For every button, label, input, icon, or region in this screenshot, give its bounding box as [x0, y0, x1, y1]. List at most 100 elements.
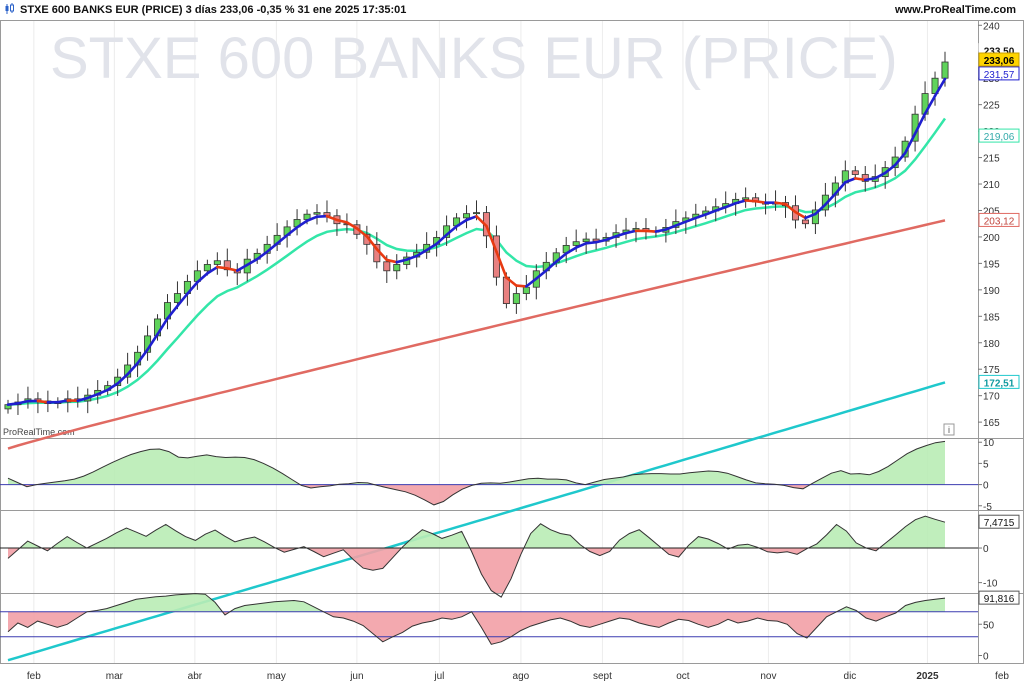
ema-fast-segment — [425, 242, 438, 252]
candle — [393, 254, 401, 280]
ema-fast-segment — [116, 372, 129, 385]
oscillator-1-tick-label: 5 — [983, 459, 989, 470]
ema-fast-segment — [106, 382, 119, 392]
ema-fast-segment — [235, 263, 249, 272]
ema-fast-segment — [445, 225, 458, 237]
chart-watermark: STXE 600 BANKS EUR (PRICE) — [50, 26, 898, 91]
ema-fast-segment — [804, 212, 817, 220]
svg-text:233,50: 233,50 — [984, 47, 1015, 58]
ema-fast-segment — [136, 348, 149, 365]
ema-fast-segment — [564, 246, 578, 255]
svg-text:i: i — [948, 425, 950, 435]
candle — [313, 204, 321, 225]
oscillator-1-tick-label: 10 — [983, 438, 995, 449]
ema-fast-segment — [186, 280, 199, 295]
ema-fast-segment — [16, 399, 30, 405]
oscillator-1-tick-label: 0 — [983, 481, 989, 492]
ema-fast-segment — [255, 250, 269, 261]
oscillator-2-tick-label: 0 — [983, 544, 989, 555]
ema-fast-segment — [694, 213, 708, 220]
oscillator-3-fill-positive — [87, 593, 945, 612]
ema-fast-segment — [594, 238, 608, 244]
ema-fast-segment — [784, 202, 797, 214]
ema-fast-segment — [933, 77, 947, 98]
ema-fast-segment — [206, 265, 219, 275]
oscillator-2-line — [7, 515, 946, 598]
ema-fast-segment — [614, 231, 628, 238]
ema-fast-segment — [305, 215, 319, 223]
candle — [213, 252, 221, 275]
oscillator-1-tick-label: -5 — [983, 502, 992, 513]
panel-frame-0 — [0, 20, 1024, 439]
ema-fast-segment — [754, 199, 767, 204]
ema-fast-segment — [853, 177, 867, 182]
month-tick-label: mar — [106, 671, 124, 682]
y-tick-label: 175 — [983, 365, 1000, 376]
ema-fast-segment — [395, 258, 409, 264]
ema-fast-segment — [714, 205, 728, 212]
candle — [463, 205, 471, 229]
ema-fast-segment — [774, 201, 787, 206]
month-tick-label: jul — [433, 671, 444, 682]
ema-fast-segment — [744, 199, 757, 203]
ema-fast-segment — [883, 163, 897, 175]
ema-fast-segment — [794, 210, 807, 220]
ema-fast-segment — [574, 242, 588, 249]
ema-fast-segment — [913, 112, 927, 135]
info-icon: i — [943, 423, 955, 436]
svg-text:233,06: 233,06 — [984, 56, 1015, 67]
chart-area[interactable]: feb mar abr may jun jul ago sept oct nov dic 2025 fe… — [0, 20, 1024, 683]
site-link[interactable]: www.ProRealTime.com — [894, 4, 1016, 16]
ema-fast-segment — [6, 402, 20, 406]
oscillator-2-fill-negative — [8, 548, 880, 594]
ema-fast-segment — [56, 399, 70, 404]
month-tick-label: nov — [760, 671, 776, 682]
y-tick-label: 170 — [983, 392, 1000, 403]
ema-fast-segment — [893, 151, 907, 167]
ema-fast-segment — [76, 396, 90, 403]
oscillator-2-tick-label: -10 — [983, 579, 998, 590]
y-tick-label: 225 — [983, 101, 1000, 112]
month-tick-label: 2025 — [916, 671, 939, 682]
oscillator-1-line — [7, 440, 946, 506]
ema-fast-segment — [295, 219, 309, 229]
oscillator-3-value-badge: 91,816 — [978, 590, 1020, 605]
ema-fast-segment — [873, 171, 887, 180]
candlestick-chart-icon — [5, 3, 14, 14]
ema-fast-segment — [435, 233, 448, 246]
ema-fast-segment — [475, 215, 488, 228]
ema-fast-segment — [146, 332, 159, 351]
ema-mid-value: 219,06 — [978, 128, 1020, 143]
ema-slow-line — [7, 219, 946, 450]
month-tick-label: feb — [995, 671, 1009, 682]
ema-fast-segment — [96, 388, 109, 396]
ema-fast-segment — [36, 399, 50, 404]
ema-fast-segment — [554, 252, 568, 263]
month-tick-label: jun — [349, 671, 363, 682]
oscillator-3-fill-negative — [8, 611, 945, 645]
ema-long-line — [7, 381, 946, 662]
candle — [512, 285, 520, 314]
ema-fast-segment — [465, 215, 478, 222]
ema-fast-segment — [405, 254, 418, 261]
ema-fast-segment — [515, 284, 528, 288]
ema-fast-segment — [176, 292, 189, 308]
oscillator-1-fill-positive — [8, 441, 945, 485]
ema-fast-segment — [644, 229, 658, 233]
ema-fast-segment — [225, 267, 239, 272]
ema-fast-segment — [654, 228, 668, 233]
ema-fast-segment — [824, 192, 837, 206]
y-tick-label: 165 — [983, 418, 1000, 429]
ema-fast-value: 231,57 — [978, 66, 1020, 81]
ema-fast-segment — [285, 226, 299, 237]
oscillator-2-value-badge: 7,4715 — [978, 514, 1020, 529]
svg-text:231,57: 231,57 — [984, 70, 1015, 81]
y-tick-label: 210 — [983, 180, 1000, 191]
ema-fast-segment — [903, 132, 917, 155]
ema-fast-segment — [684, 216, 698, 224]
ema-fast-segment — [275, 233, 289, 245]
ema-fast-segment — [325, 214, 339, 222]
y-tick-label: 190 — [983, 286, 1000, 297]
ema-fast-segment — [704, 209, 718, 216]
ema-fast-segment — [923, 94, 937, 115]
